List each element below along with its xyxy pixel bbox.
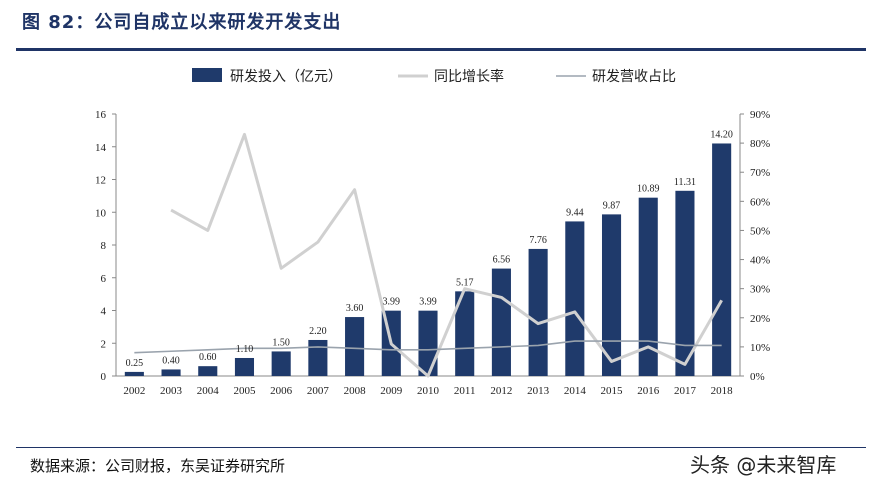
bar	[234, 357, 255, 376]
bar-series	[124, 143, 732, 376]
left-tick-label: 8	[101, 240, 107, 252]
bar	[565, 221, 585, 376]
bar	[601, 214, 622, 376]
bar	[198, 366, 218, 376]
x-tick-label: 2005	[233, 385, 256, 397]
bar-value-label: 5.17	[456, 277, 474, 288]
bar	[308, 339, 328, 376]
x-tick-label: 2007	[307, 385, 330, 397]
left-tick-label: 14	[95, 142, 107, 154]
bar-value-label: 3.99	[419, 297, 437, 308]
right-tick-label: 0%	[750, 371, 765, 383]
x-tick-label: 2017	[674, 385, 697, 397]
right-tick-label: 60%	[750, 196, 770, 208]
source-rule	[16, 447, 866, 448]
bar	[271, 351, 291, 376]
title-rule	[16, 48, 866, 51]
bar-value-label: 9.44	[566, 207, 584, 218]
bar-value-label: 0.25	[126, 358, 144, 369]
bar	[455, 291, 475, 376]
bar-value-label: 9.87	[603, 200, 621, 211]
x-tick-label: 2003	[160, 385, 183, 397]
bar-value-label: 1.10	[236, 344, 254, 355]
right-tick-label: 20%	[750, 313, 770, 325]
right-tick-label: 80%	[750, 138, 770, 150]
rd-revenue-ratio-line	[134, 340, 722, 354]
x-tick-label: 2010	[417, 385, 440, 397]
legend-swatch-bar	[192, 68, 222, 82]
bar	[712, 143, 732, 376]
bar-value-label: 10.89	[637, 184, 660, 195]
x-tick-label: 2012	[490, 385, 512, 397]
bar	[491, 268, 511, 376]
bar	[418, 310, 438, 376]
right-tick-label: 70%	[750, 167, 770, 179]
legend: 研发投入（亿元） 同比增长率 研发营收占比	[192, 68, 676, 85]
bar-value-label: 3.99	[383, 297, 401, 308]
watermark: 头条 @未来智库	[690, 453, 837, 477]
x-tick-label: 2018	[711, 385, 734, 397]
bar	[528, 248, 548, 376]
right-tick-label: 10%	[750, 342, 770, 354]
bar-value-label: 1.50	[272, 337, 290, 348]
legend-label-ratio: 研发营收占比	[592, 69, 676, 85]
bar	[638, 197, 658, 376]
left-tick-label: 10	[95, 207, 107, 219]
bar	[345, 317, 365, 376]
legend-label-growth: 同比增长率	[434, 68, 504, 85]
bar-value-label: 2.20	[309, 326, 327, 337]
left-tick-label: 12	[95, 175, 106, 187]
x-tick-label: 2006	[270, 385, 293, 397]
left-tick-label: 16	[95, 109, 107, 121]
x-tick-label: 2009	[380, 385, 403, 397]
bar	[124, 371, 144, 376]
growth-rate-line	[170, 132, 723, 378]
source-note: 数据来源：公司财报，东吴证券研究所	[30, 457, 286, 475]
chart-axes: 0 2 4 6 8 10 12 14 16 0% 10% 20% 30% 40% 50% 60% 70% 80% 9…	[95, 109, 770, 397]
bar-value-label: 0.40	[162, 355, 180, 366]
bar-value-label: 6.56	[493, 255, 511, 266]
line-series	[134, 132, 723, 378]
x-tick-label: 2004	[197, 385, 220, 397]
data-labels: 0.25 0.40 0.60 1.10 1.50 2.20 3.60 3.99 3.99 5.17…	[126, 129, 733, 368]
figure-title: 图 82：公司自成立以来研发开发支出	[22, 12, 342, 33]
x-tick-label: 2014	[564, 385, 587, 397]
x-tick-label: 2008	[344, 385, 367, 397]
left-tick-label: 0	[101, 371, 107, 383]
x-tick-label: 2013	[527, 385, 550, 397]
left-tick-label: 4	[101, 306, 107, 318]
x-tick-label: 2015	[601, 385, 624, 397]
left-tick-label: 2	[101, 338, 107, 350]
right-tick-label: 30%	[750, 284, 770, 296]
bar	[675, 190, 695, 376]
x-tick-label: 2002	[123, 385, 145, 397]
right-tick-label: 50%	[750, 225, 770, 237]
bar-value-label: 3.60	[346, 303, 364, 314]
right-tick-label: 90%	[750, 109, 770, 121]
x-tick-label: 2016	[637, 385, 660, 397]
bar	[161, 369, 181, 376]
right-tick-label: 40%	[750, 255, 770, 267]
x-tick-label: 2011	[454, 385, 476, 397]
bar-value-label: 14.20	[710, 129, 733, 140]
bar-value-label: 7.76	[529, 235, 547, 246]
bar-value-label: 0.60	[199, 352, 217, 363]
bar-value-label: 11.31	[674, 177, 696, 188]
rd-expenditure-chart: 研发投入（亿元） 同比增长率 研发营收占比 0 2 4 6 8 10 12 14 16 0% 10% 20…	[95, 68, 770, 397]
left-tick-label: 6	[101, 273, 107, 285]
legend-label-bar: 研发投入（亿元）	[230, 69, 342, 85]
